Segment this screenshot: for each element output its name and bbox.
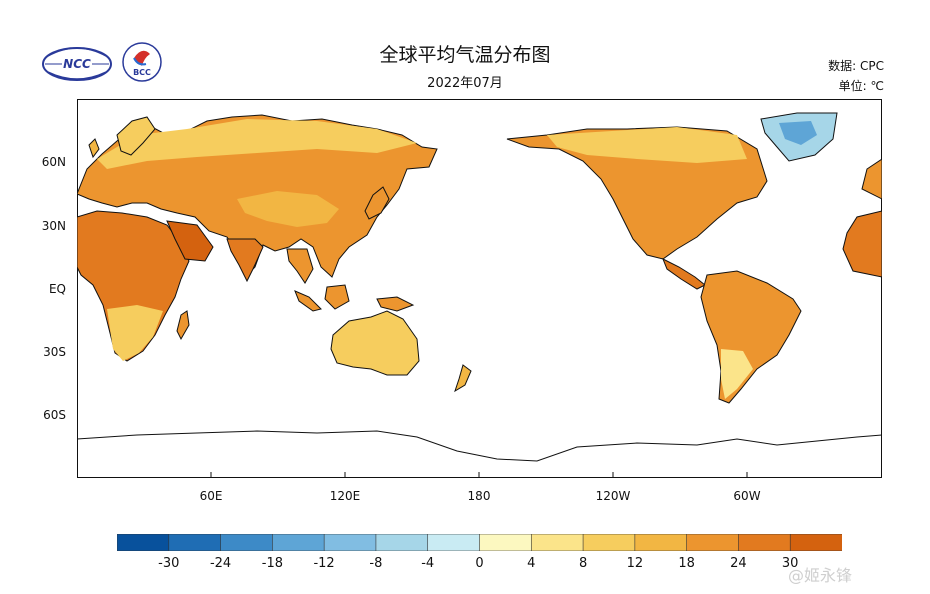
land-britain	[88, 138, 100, 159]
colorbar-swatch	[479, 534, 533, 551]
land-tibet	[237, 191, 339, 227]
lat-label-eq: EQ	[48, 282, 66, 296]
land-eurasia-north	[97, 119, 417, 169]
axis-ticks	[210, 472, 748, 478]
colorbar-label: 30	[781, 556, 799, 571]
land-africa	[77, 210, 190, 362]
land-indochina	[286, 248, 314, 284]
land-south-america-south	[721, 349, 753, 399]
colorbar-swatch	[530, 534, 584, 551]
land-scandinavia	[116, 116, 156, 156]
colorbar-swatch	[738, 534, 792, 551]
colorbar-swatch	[789, 534, 842, 551]
land-greenland-core	[779, 121, 817, 145]
lon-label-120e: 120E	[329, 489, 361, 503]
lon-label-60w: 60W	[733, 489, 761, 503]
land-madagascar	[176, 310, 190, 341]
colorbar-swatch	[375, 534, 429, 551]
colorbar-swatch	[634, 534, 688, 551]
colorbar-label: -18	[261, 556, 283, 571]
colorbar-label: 18	[678, 556, 695, 571]
colorbar-swatch	[220, 534, 274, 551]
ncc-logo-text: NCC	[63, 57, 91, 71]
land-sumatra	[294, 290, 322, 312]
land-north-america-north	[547, 127, 747, 163]
antarctica-coast	[77, 430, 882, 462]
lat-label-60n: 60N	[41, 155, 66, 169]
colorbar-swatch	[427, 534, 481, 551]
land-south-america	[700, 270, 802, 404]
colorbar-label: 24	[730, 556, 747, 571]
colorbar-label: 4	[527, 556, 536, 571]
bcc-logo: BCC	[122, 42, 162, 82]
colorbar-label: 0	[475, 556, 484, 571]
lat-label-30s: 30S	[43, 345, 66, 359]
land-arabia	[166, 220, 214, 262]
lon-label-60e: 60E	[199, 489, 223, 503]
land-india	[226, 238, 264, 283]
colorbar-swatch	[582, 534, 636, 551]
colorbar-label: -8	[369, 556, 383, 571]
colorbar-swatch	[117, 534, 170, 551]
lat-label-30n: 30N	[41, 219, 66, 233]
lon-label-120w: 120W	[595, 489, 631, 503]
colorbar-swatch	[272, 534, 325, 551]
land-newguinea	[376, 296, 415, 312]
colorbar-label: -24	[209, 556, 232, 571]
colorbar-swatch	[686, 534, 740, 551]
bcc-logo-text: BCC	[133, 68, 151, 77]
colorbar	[117, 534, 842, 551]
land-europe-wrap	[861, 158, 882, 200]
colorbar-label: -12	[313, 556, 335, 571]
land-africa-south	[107, 305, 163, 361]
colorbar-label: -4	[421, 556, 435, 571]
colorbar-swatch	[323, 534, 377, 551]
land-africa-west-wrap	[842, 210, 882, 278]
land-australia	[330, 310, 420, 376]
colorbar-label: 12	[626, 556, 644, 571]
map-subtitle: 2022年07月	[427, 76, 503, 91]
temperature-map	[77, 112, 882, 478]
watermark: @姬永锋	[788, 566, 853, 585]
map-title: 全球平均气温分布图	[379, 44, 551, 66]
unit-label: 单位: ℃	[838, 79, 884, 93]
lon-label-180: 180	[467, 489, 491, 503]
land-newzealand	[454, 364, 472, 393]
data-source-label: 数据: CPC	[828, 59, 884, 73]
ncc-logo: NCC	[42, 47, 112, 81]
colorbar-label: -30	[158, 556, 180, 571]
colorbar-swatch	[168, 534, 222, 551]
land-central-america	[662, 257, 706, 290]
land-borneo	[324, 284, 350, 310]
lat-label-60s: 60S	[43, 408, 66, 422]
colorbar-label: 8	[578, 556, 588, 571]
land-japan	[364, 186, 390, 220]
